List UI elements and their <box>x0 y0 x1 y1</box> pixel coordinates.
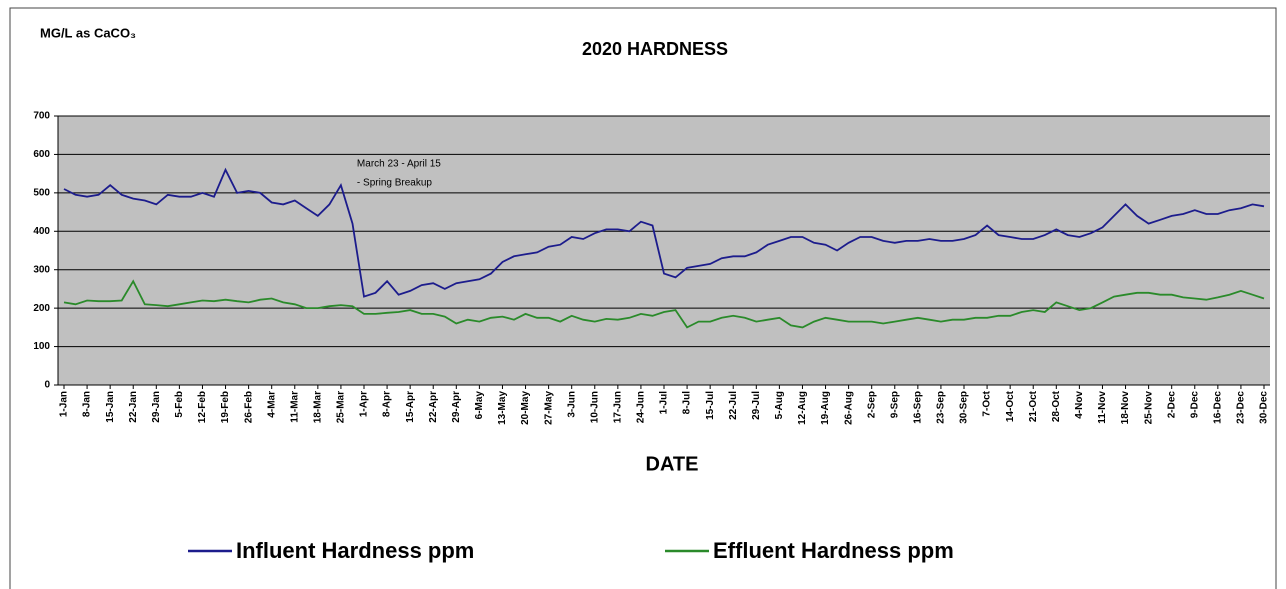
x-tick-label: 29-Apr <box>451 391 462 423</box>
x-tick-label: 26-Aug <box>843 391 854 425</box>
x-axis-label: DATE <box>646 453 699 475</box>
x-tick-label: 25-Mar <box>336 391 347 423</box>
plot-area <box>58 116 1270 385</box>
x-tick-label: 11-Nov <box>1097 391 1108 424</box>
x-tick-label: 15-Jul <box>705 391 716 420</box>
x-tick-label: 30-Dec <box>1259 391 1270 424</box>
y-tick-label: 500 <box>33 187 50 198</box>
y-axis-label: MG/L as CaCO₃ <box>40 25 136 40</box>
x-tick-label: 4-Mar <box>266 391 277 418</box>
y-tick-label: 400 <box>33 226 50 237</box>
y-tick-label: 700 <box>33 111 50 122</box>
x-tick-label: 5-Aug <box>774 391 785 419</box>
x-tick-label: 27-May <box>543 391 554 425</box>
series-line <box>63 279 1265 329</box>
y-tick-label: 100 <box>33 341 50 352</box>
x-tick-label: 4-Nov <box>1074 391 1085 419</box>
x-tick-label: 22-Jan <box>128 391 139 423</box>
y-tick-label: 300 <box>33 264 50 275</box>
x-tick-label: 19-Feb <box>220 391 231 423</box>
x-tick-label: 25-Nov <box>1143 391 1154 425</box>
x-tick-label: 19-Aug <box>820 391 831 425</box>
x-tick-label: 9-Dec <box>1189 391 1200 419</box>
x-tick-label: 1-Apr <box>359 391 370 417</box>
y-tick-label: 600 <box>33 149 50 160</box>
x-tick-label: 16-Sep <box>912 391 923 424</box>
x-tick-label: 8-Jul <box>682 391 693 415</box>
x-tick-label: 23-Sep <box>936 391 947 424</box>
annotation: - Spring Breakup <box>357 178 432 189</box>
x-tick-label: 12-Aug <box>797 391 808 425</box>
y-tick-label: 200 <box>33 303 50 314</box>
x-tick-label: 21-Oct <box>1028 390 1039 422</box>
x-tick-label: 5-Feb <box>174 391 185 418</box>
x-tick-label: 3-Jun <box>566 391 577 418</box>
x-tick-label: 8-Apr <box>382 391 393 417</box>
x-tick-label: 18-Mar <box>312 391 323 423</box>
series-line <box>63 167 1265 298</box>
x-tick-label: 1-Jan <box>59 391 70 417</box>
x-tick-label: 1-Jul <box>659 391 670 415</box>
x-tick-label: 9-Sep <box>889 391 900 418</box>
x-tick-label: 11-Mar <box>289 391 300 423</box>
x-tick-label: 10-Jun <box>589 391 600 423</box>
x-tick-label: 8-Jan <box>82 391 93 417</box>
annotation: March 23 - April 15 <box>357 159 441 170</box>
x-tick-label: 13-May <box>497 391 508 425</box>
x-tick-label: 22-Jul <box>728 391 739 420</box>
x-tick-label: 2-Sep <box>866 391 877 418</box>
x-tick-label: 15-Jan <box>105 391 116 423</box>
x-tick-label: 20-May <box>520 391 531 425</box>
x-tick-label: 6-May <box>474 391 485 420</box>
y-tick-label: 0 <box>44 380 50 391</box>
x-tick-label: 30-Sep <box>959 391 970 424</box>
x-tick-label: 29-Jan <box>151 391 162 423</box>
x-tick-label: 26-Feb <box>243 391 254 423</box>
x-tick-label: 22-Apr <box>428 391 439 423</box>
legend-label: Effluent Hardness ppm <box>713 538 954 563</box>
x-tick-label: 23-Dec <box>1236 391 1247 424</box>
x-tick-label: 14-Oct <box>1005 390 1016 422</box>
x-tick-label: 16-Dec <box>1212 391 1223 424</box>
x-tick-label: 15-Apr <box>405 391 416 423</box>
x-tick-label: 17-Jun <box>612 391 623 423</box>
legend-label: Influent Hardness ppm <box>236 538 474 563</box>
x-tick-label: 18-Nov <box>1120 391 1131 425</box>
x-tick-label: 7-Oct <box>982 390 993 416</box>
x-tick-label: 28-Oct <box>1051 390 1062 422</box>
chart-title: 2020 HARDNESS <box>582 39 728 59</box>
x-tick-label: 24-Jun <box>636 391 647 423</box>
x-tick-label: 2-Dec <box>1166 391 1177 419</box>
x-tick-label: 29-Jul <box>751 391 762 420</box>
x-tick-label: 12-Feb <box>197 391 208 423</box>
